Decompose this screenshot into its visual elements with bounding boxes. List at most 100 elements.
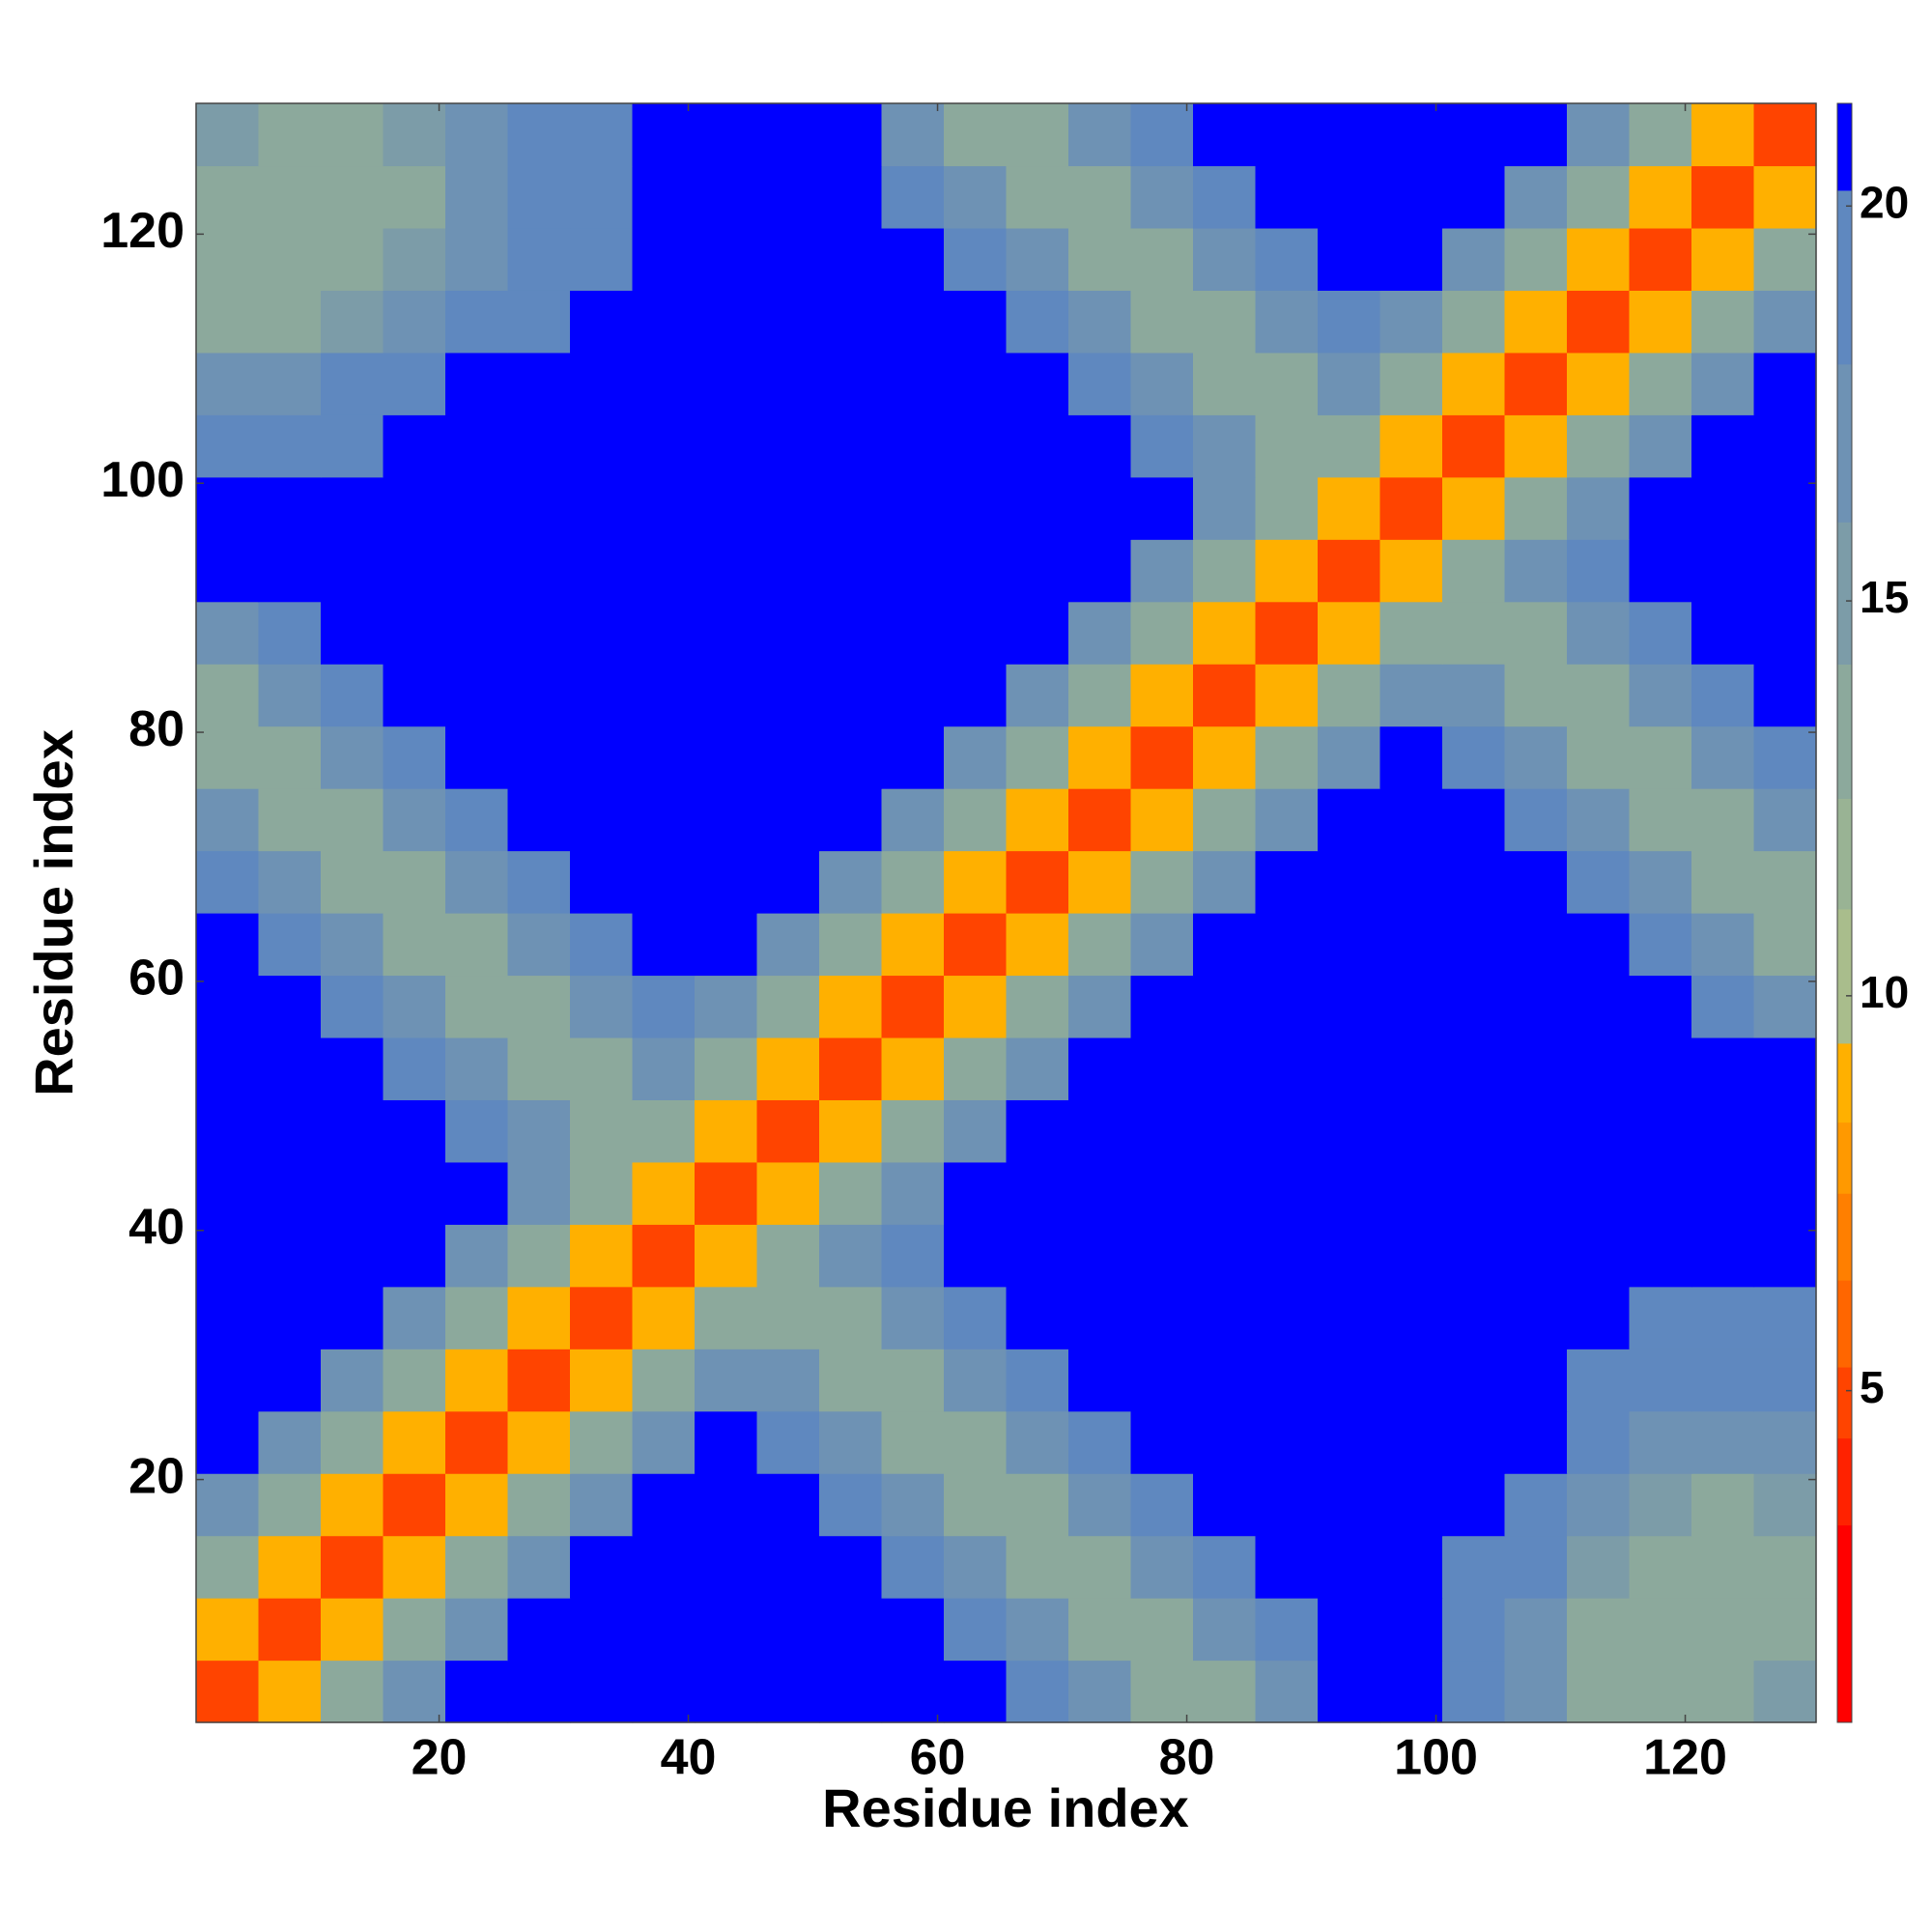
heatmap-cell: [321, 227, 384, 291]
heatmap-cell: [1068, 352, 1132, 415]
heatmap-cell: [321, 850, 384, 914]
heatmap-cell: [196, 352, 260, 415]
heatmap-cell: [1753, 601, 1817, 665]
heatmap-cell: [196, 664, 260, 727]
heatmap-cell: [1318, 1410, 1381, 1474]
heatmap-cell: [570, 476, 634, 540]
heatmap-cell: [258, 1410, 322, 1474]
heatmap-cell: [1318, 165, 1381, 229]
heatmap-cell: [944, 165, 1008, 229]
heatmap-cell: [1379, 601, 1443, 665]
plot-frame: [195, 102, 1817, 1723]
heatmap-cell: [1442, 1598, 1506, 1662]
heatmap-cell: [258, 1660, 322, 1723]
heatmap-cell: [881, 725, 945, 789]
heatmap-cell: [1504, 414, 1568, 478]
heatmap-cell: [1629, 664, 1692, 727]
heatmap-cell: [445, 1037, 509, 1100]
heatmap-cell: [1068, 476, 1132, 540]
heatmap-cell: [695, 1037, 758, 1100]
heatmap-cell: [1753, 1473, 1817, 1537]
heatmap-cell: [1318, 1161, 1381, 1225]
heatmap-cell: [1442, 1161, 1506, 1225]
heatmap-cell: [1504, 1535, 1568, 1599]
heatmap-cell: [1691, 1598, 1755, 1662]
heatmap-cell: [258, 1286, 322, 1350]
heatmap-cell: [881, 975, 945, 1038]
heatmap-cell: [1629, 103, 1692, 167]
heatmap-cell: [632, 1473, 696, 1537]
heatmap-cell: [1629, 227, 1692, 291]
heatmap-cell: [695, 414, 758, 478]
heatmap-cell: [321, 664, 384, 727]
heatmap-cell: [1691, 664, 1755, 727]
heatmap-cell: [1130, 725, 1194, 789]
heatmap-cell: [944, 1161, 1008, 1225]
heatmap-cell: [1379, 725, 1443, 789]
heatmap-cell: [881, 352, 945, 415]
heatmap-cell: [507, 227, 571, 291]
heatmap-cell: [1068, 414, 1132, 478]
heatmap-cell: [1318, 103, 1381, 167]
heatmap-cell: [695, 476, 758, 540]
heatmap-cell: [1006, 414, 1069, 478]
heatmap-cell: [1068, 290, 1132, 354]
heatmap-cell: [1255, 1037, 1319, 1100]
heatmap-cell: [1753, 664, 1817, 727]
heatmap-cell: [944, 1410, 1008, 1474]
heatmap-cell: [445, 1660, 509, 1723]
heatmap-cell: [881, 539, 945, 603]
heatmap-cell: [1255, 1349, 1319, 1412]
heatmap-cell: [570, 1099, 634, 1163]
heatmap-cell: [1130, 1535, 1194, 1599]
heatmap-cell: [1567, 352, 1631, 415]
heatmap-cell: [570, 165, 634, 229]
heatmap-cell: [1130, 1161, 1194, 1225]
heatmap-cell: [1442, 601, 1506, 665]
heatmap-cell: [258, 664, 322, 727]
heatmap-cell: [944, 664, 1008, 727]
heatmap-cell: [1255, 290, 1319, 354]
heatmap-cell: [321, 539, 384, 603]
heatmap-cell: [1504, 476, 1568, 540]
heatmap-cell: [1379, 1598, 1443, 1662]
heatmap-cell: [196, 725, 260, 789]
heatmap-cell: [1753, 1660, 1817, 1723]
heatmap-cell: [1130, 975, 1194, 1038]
heatmap-cell: [1255, 850, 1319, 914]
heatmap-cell: [1691, 1660, 1755, 1723]
heatmap-cell: [1318, 352, 1381, 415]
heatmap-cell: [570, 227, 634, 291]
heatmap-cell: [881, 1224, 945, 1288]
heatmap-cell: [881, 103, 945, 167]
heatmap-cell: [1691, 539, 1755, 603]
heatmap-cell: [1130, 290, 1194, 354]
heatmap-cell: [1753, 476, 1817, 540]
heatmap-cell: [507, 913, 571, 977]
heatmap-cell: [507, 788, 571, 852]
colorbar-band: [1837, 1042, 1852, 1123]
heatmap-cell: [258, 1224, 322, 1288]
heatmap-cell: [756, 1286, 820, 1350]
heatmap-cell: [1379, 1349, 1443, 1412]
heatmap-cell: [321, 1037, 384, 1100]
heatmap-cell: [1318, 788, 1381, 852]
heatmap-cell: [1068, 1161, 1132, 1225]
heatmap-cell: [445, 975, 509, 1038]
colorbar-band: [1837, 1524, 1852, 1723]
heatmap-cell: [756, 227, 820, 291]
x-tick-label: 120: [1643, 1730, 1727, 1786]
heatmap-cell: [1255, 1161, 1319, 1225]
heatmap-cell: [1379, 1037, 1443, 1100]
heatmap-cell: [507, 664, 571, 727]
heatmap-cell: [445, 227, 509, 291]
heatmap-cell: [383, 975, 446, 1038]
heatmap-cell: [507, 165, 571, 229]
heatmap-cell: [383, 1660, 446, 1723]
colorbar-tick-label: 20: [1860, 177, 1909, 227]
heatmap-cell: [881, 165, 945, 229]
heatmap-cell: [196, 1660, 260, 1723]
heatmap-cell: [570, 103, 634, 167]
heatmap-cell: [1379, 165, 1443, 229]
heatmap-cell: [1504, 725, 1568, 789]
